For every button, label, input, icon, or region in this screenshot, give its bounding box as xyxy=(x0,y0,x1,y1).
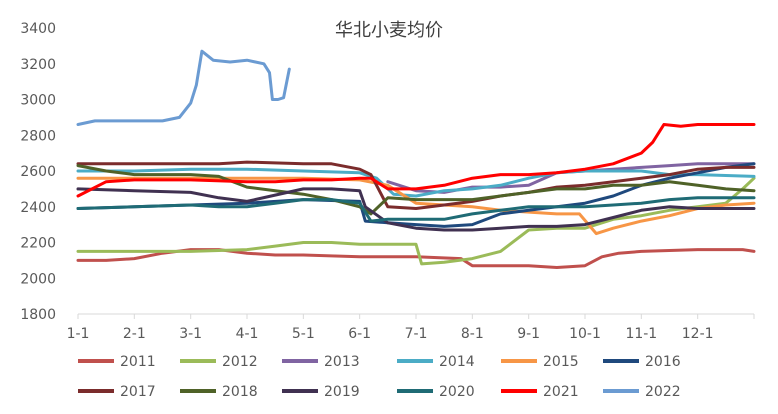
y-tick-label: 3200 xyxy=(20,57,56,73)
x-tick-label: 4-1 xyxy=(236,326,259,342)
x-tick-label: 9-1 xyxy=(517,326,540,342)
legend: 2011 2012 2013 2014 2015 2016 2017 2018 2019 2020… xyxy=(78,354,681,400)
series-line-2017 xyxy=(76,160,756,210)
series-line-2020 xyxy=(76,196,756,223)
x-axis: 1-1 2-1 3-1 4-1 5-1 6-1 7-1 8-1 9-1 10-1 11-1 12-1 xyxy=(67,313,755,342)
legend-label-2022: 2022 xyxy=(645,384,681,400)
x-tick-label: 1-1 xyxy=(67,326,90,342)
y-tick-label: 2800 xyxy=(20,128,56,144)
series-line-2012 xyxy=(76,176,756,266)
legend-label-2020: 2020 xyxy=(439,384,475,400)
legend-label-2019: 2019 xyxy=(324,384,360,400)
x-tick-label: 12-1 xyxy=(682,326,714,342)
series-line-2021 xyxy=(76,123,756,198)
series-lines xyxy=(76,49,756,269)
y-tick-label: 2200 xyxy=(20,236,56,252)
series-line-2018 xyxy=(76,164,756,216)
legend-label-2011: 2011 xyxy=(120,354,156,370)
x-tick-label: 7-1 xyxy=(405,326,428,342)
legend-label-2014: 2014 xyxy=(439,354,475,370)
y-axis-tick-labels: 1800 2000 2200 2400 2600 2800 3000 3200 3400 xyxy=(20,21,56,323)
legend-label-2018: 2018 xyxy=(222,384,258,400)
x-tick-label: 10-1 xyxy=(569,326,601,342)
y-tick-label: 1800 xyxy=(20,307,56,323)
series-line-2016 xyxy=(76,162,756,228)
series-line-2014 xyxy=(76,167,756,198)
legend-label-2021: 2021 xyxy=(543,384,579,400)
x-tick-label: 11-1 xyxy=(625,326,657,342)
legend-label-2016: 2016 xyxy=(645,354,681,370)
y-tick-label: 2400 xyxy=(20,200,56,216)
legend-label-2017: 2017 xyxy=(120,384,156,400)
y-tick-label: 3000 xyxy=(20,93,56,109)
y-tick-label: 2000 xyxy=(20,271,56,287)
legend-label-2013: 2013 xyxy=(324,354,360,370)
x-tick-label: 3-1 xyxy=(179,326,202,342)
series-line-2022 xyxy=(76,49,291,126)
x-tick-label: 2-1 xyxy=(123,326,146,342)
x-tick-label: 8-1 xyxy=(461,326,484,342)
y-tick-label: 2600 xyxy=(20,164,56,180)
legend-label-2012: 2012 xyxy=(222,354,258,370)
x-tick-label: 5-1 xyxy=(292,326,315,342)
series-line-2019 xyxy=(76,187,756,232)
chart-title: 华北小麦均价 xyxy=(335,20,443,41)
y-tick-label: 3400 xyxy=(20,21,56,37)
legend-label-2015: 2015 xyxy=(543,354,579,370)
x-tick-label: 6-1 xyxy=(348,326,371,342)
